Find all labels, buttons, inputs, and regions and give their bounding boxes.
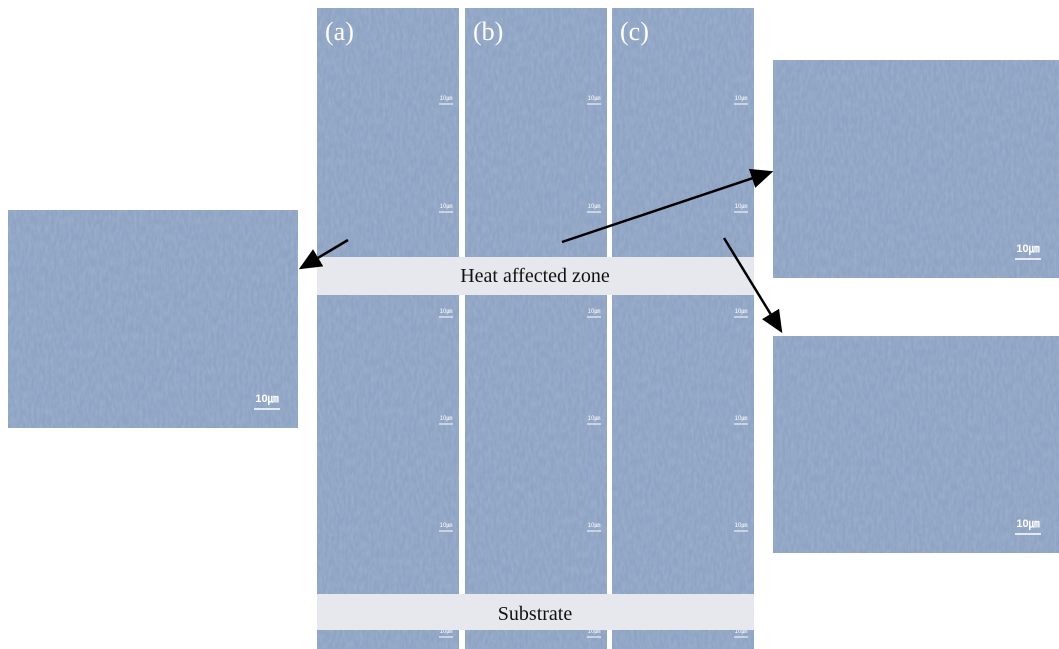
micrograph-strip xyxy=(465,8,607,649)
scale-label: 10㎛ xyxy=(588,96,601,103)
zone-label: Heat affected zone xyxy=(460,265,610,287)
inset-scale-label: 10㎛ xyxy=(1016,518,1039,530)
micrograph-strip xyxy=(612,8,754,649)
scale-label: 10㎛ xyxy=(440,96,453,103)
scale-label: 10㎛ xyxy=(735,523,748,530)
scale-label: 10㎛ xyxy=(440,204,453,211)
scale-label: 10㎛ xyxy=(440,629,453,636)
zone-label: Substrate xyxy=(498,603,573,625)
scale-label: 10㎛ xyxy=(440,416,453,423)
arrow xyxy=(722,237,783,334)
panel-label: (b) xyxy=(473,17,503,46)
scale-label: 10㎛ xyxy=(735,416,748,423)
arrow xyxy=(561,168,774,244)
inset-micrograph xyxy=(8,210,298,428)
arrow xyxy=(298,238,349,270)
inset-scale-label: 10㎛ xyxy=(1016,243,1039,255)
scale-label: 10㎛ xyxy=(588,416,601,423)
panel-label: (c) xyxy=(620,17,649,46)
inset-micrograph xyxy=(773,60,1059,278)
scale-label: 10㎛ xyxy=(588,309,601,316)
scale-label: 10㎛ xyxy=(735,96,748,103)
scale-label: 10㎛ xyxy=(735,309,748,316)
zone-band xyxy=(317,257,754,295)
micrograph-strip xyxy=(317,8,459,649)
scale-label: 10㎛ xyxy=(588,629,601,636)
scale-label: 10㎛ xyxy=(588,204,601,211)
inset-scale-label: 10㎛ xyxy=(255,393,278,405)
scale-label: 10㎛ xyxy=(588,523,601,530)
scale-label: 10㎛ xyxy=(735,629,748,636)
panel-label: (a) xyxy=(325,17,354,46)
scale-label: 10㎛ xyxy=(440,309,453,316)
scale-label: 10㎛ xyxy=(735,204,748,211)
scale-label: 10㎛ xyxy=(440,523,453,530)
inset-micrograph xyxy=(773,336,1059,553)
zone-band xyxy=(317,594,754,630)
